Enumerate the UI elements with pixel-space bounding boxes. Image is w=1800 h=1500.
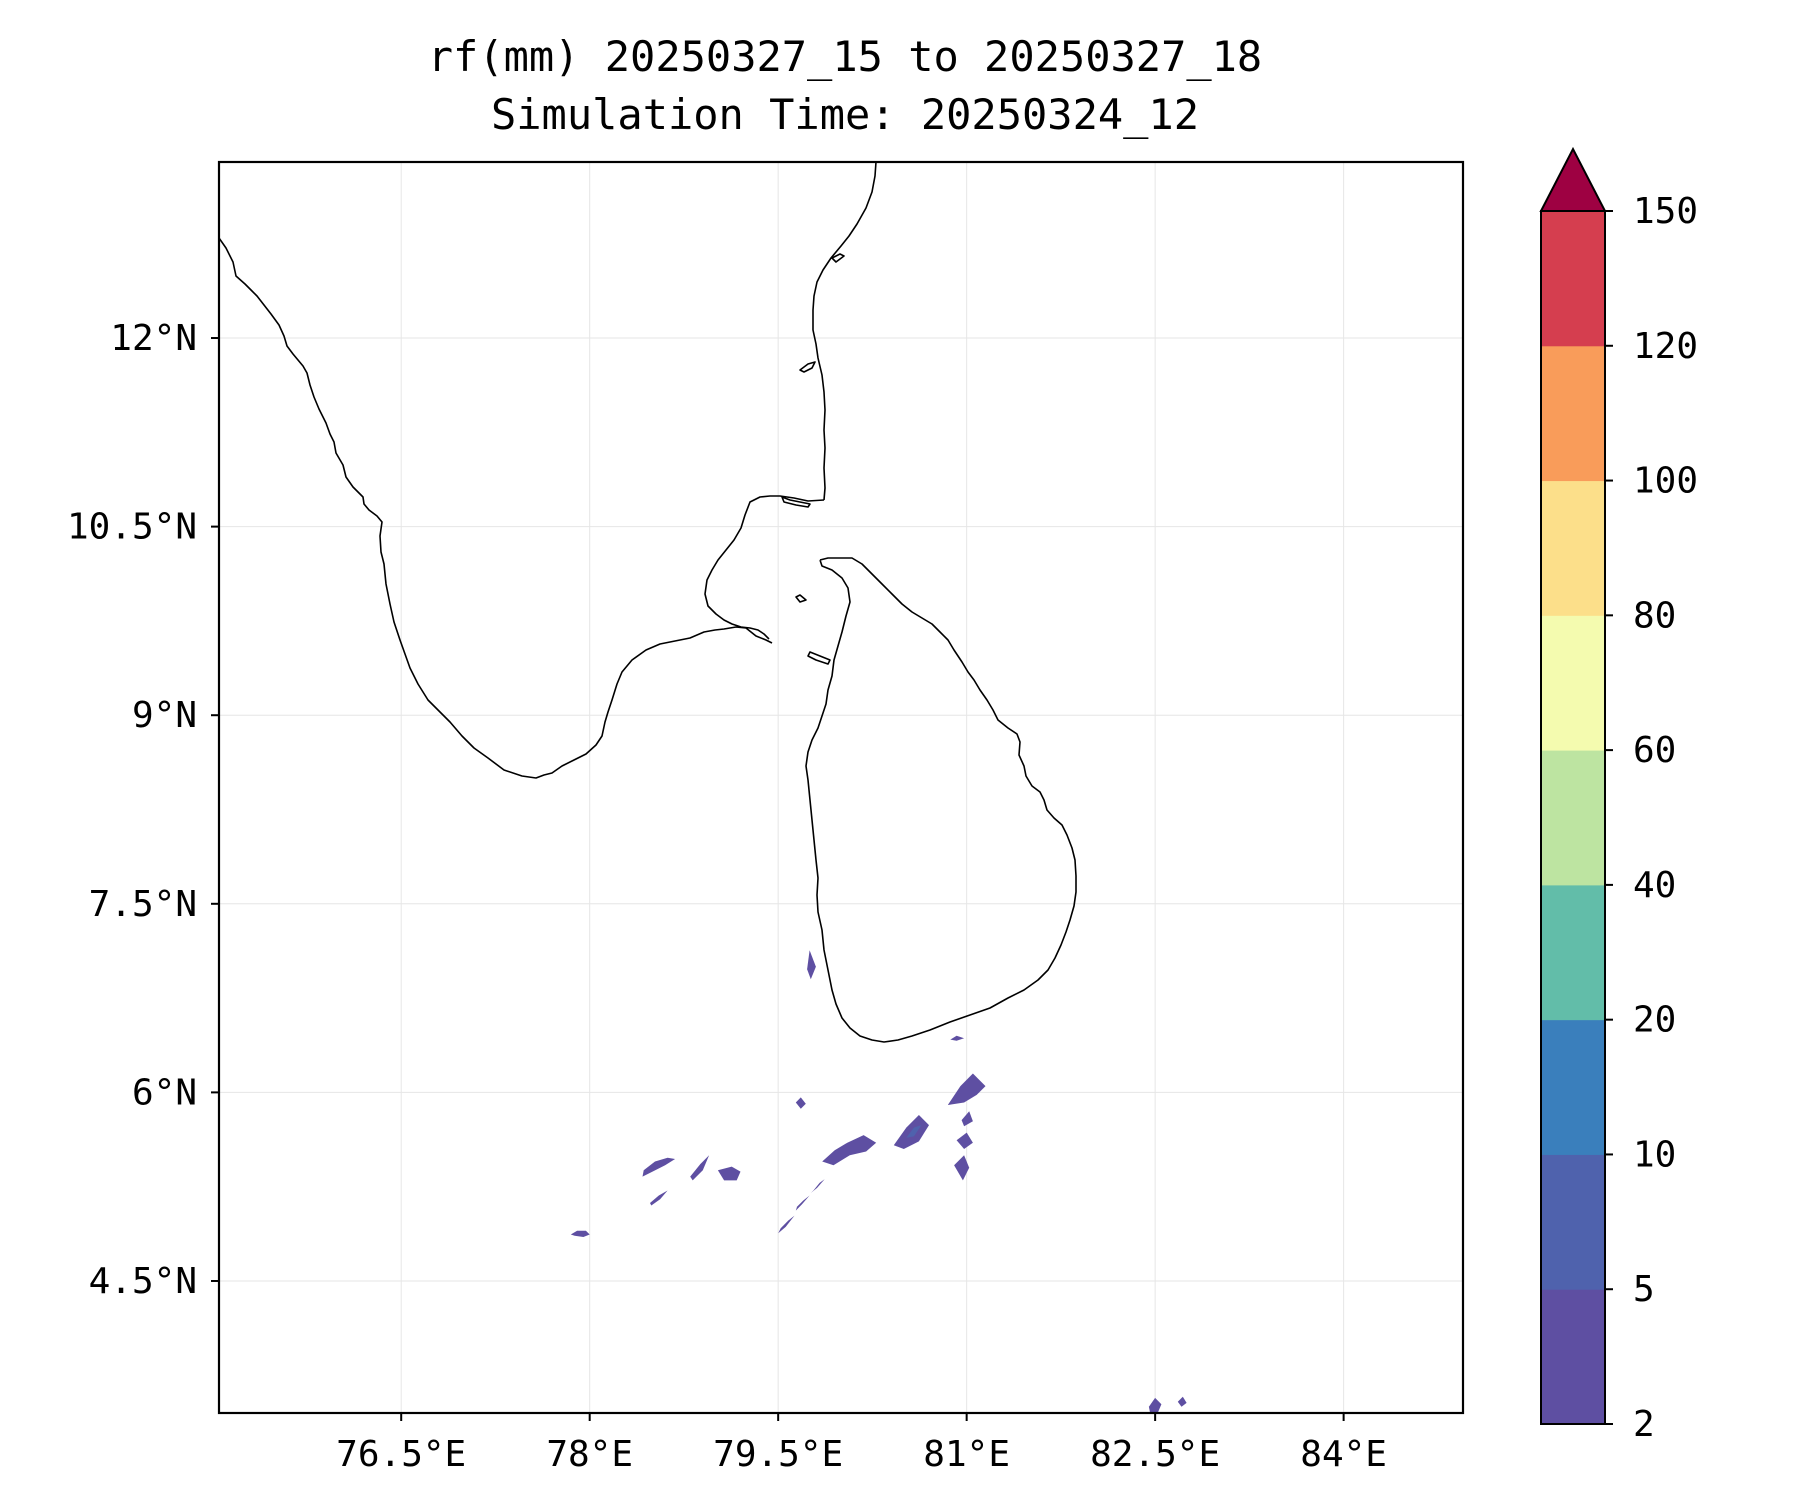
palk-bay-coastline: [704, 495, 825, 640]
colorbar-segment: [1541, 211, 1605, 347]
colorbar-tick-label: 10: [1633, 1134, 1676, 1175]
rain-area: [690, 1155, 710, 1181]
x-tick-label: 76.5°E: [336, 1434, 466, 1475]
colorbar-segment: [1541, 1019, 1605, 1155]
map-background: [219, 162, 1463, 1413]
x-tick-label: 79.5°E: [713, 1434, 843, 1475]
colorbar-segment: [1541, 750, 1605, 886]
title-block: rf(mm) 20250327_15 to 20250327_18 Simula…: [0, 28, 1690, 144]
colorbar-tick-label: 100: [1633, 461, 1698, 502]
rain-area: [810, 1179, 825, 1193]
rain-area: [961, 1111, 973, 1127]
y-tick-label: 7.5°N: [89, 884, 197, 925]
plot-subtitle: Simulation Time: 20250324_12: [490, 90, 1199, 139]
rainfall-contours: [570, 950, 1187, 1413]
rain-area: [906, 1125, 922, 1138]
colorbar-tick-label: 2: [1633, 1404, 1655, 1445]
rain-area: [795, 1097, 806, 1109]
colorbar-segment: [1541, 615, 1605, 751]
island-4: [799, 361, 816, 373]
x-tick-label: 84°E: [1300, 1434, 1387, 1475]
india-coastline: [219, 237, 773, 779]
rain-area: [778, 1215, 795, 1234]
rain-area: [950, 1035, 965, 1041]
y-tick-label: 10.5°N: [67, 507, 197, 548]
y-tick-label: 12°N: [110, 318, 197, 359]
y-tick-label: 9°N: [132, 695, 197, 736]
colorbar-tick-label: 150: [1633, 191, 1698, 232]
colorbar-segment: [1541, 345, 1605, 482]
colorbar-segment: [1541, 1289, 1605, 1425]
x-tick-label: 82.5°E: [1090, 1434, 1220, 1475]
rain-area: [650, 1190, 668, 1206]
rain-area: [807, 950, 816, 980]
gridlines: [219, 162, 1463, 1413]
x-tick-label: 78°E: [546, 1434, 633, 1475]
rain-area: [1148, 1397, 1162, 1413]
island-2: [807, 651, 831, 665]
colorbar-extend-arrow: [1539, 146, 1607, 212]
y-tick-label: 6°N: [132, 1072, 197, 1113]
rain-area: [954, 1155, 970, 1181]
rain-area: [570, 1230, 590, 1237]
colorbar: 2 5 10 20 40 60 80 100 120 150: [1539, 146, 1698, 1445]
colorbar-tick-label: 5: [1633, 1269, 1655, 1310]
rain-area: [822, 1135, 877, 1166]
rain-area: [795, 1195, 810, 1211]
y-tick-label: 4.5°N: [89, 1261, 197, 1302]
colorbar-tick-label: 80: [1633, 595, 1676, 636]
colorbar-tick-label: 120: [1633, 326, 1698, 367]
rain-area: [642, 1157, 676, 1177]
colorbar-segment: [1541, 884, 1605, 1021]
colorbar-segment: [1541, 1154, 1605, 1290]
colorbar-tick-label: 40: [1633, 865, 1676, 906]
x-tick-label: 81°E: [923, 1434, 1010, 1475]
rain-area: [956, 1132, 973, 1149]
colorbar-tick-label: 60: [1633, 730, 1676, 771]
map-frame: [217, 160, 1465, 1415]
rain-area: [717, 1166, 741, 1181]
india-east-coastline: [812, 162, 877, 501]
coastlines: [219, 162, 1077, 1043]
colorbar-tick-label: 20: [1633, 1000, 1676, 1041]
axis-ticks: 76.5°E 78°E 79.5°E 81°E 82.5°E 84°E 4.5°N 6°N 7.…: [67, 318, 1387, 1475]
island-1: [795, 594, 807, 603]
plot-title: rf(mm) 20250327_15 to 20250327_18: [427, 32, 1263, 81]
rain-area: [1177, 1396, 1187, 1407]
colorbar-frame: [1540, 210, 1606, 1425]
island-5: [831, 253, 845, 263]
island-3: [781, 496, 811, 508]
sri-lanka-coastline: [805, 557, 1077, 1043]
colorbar-segment: [1541, 480, 1605, 616]
rain-area: [947, 1073, 986, 1105]
